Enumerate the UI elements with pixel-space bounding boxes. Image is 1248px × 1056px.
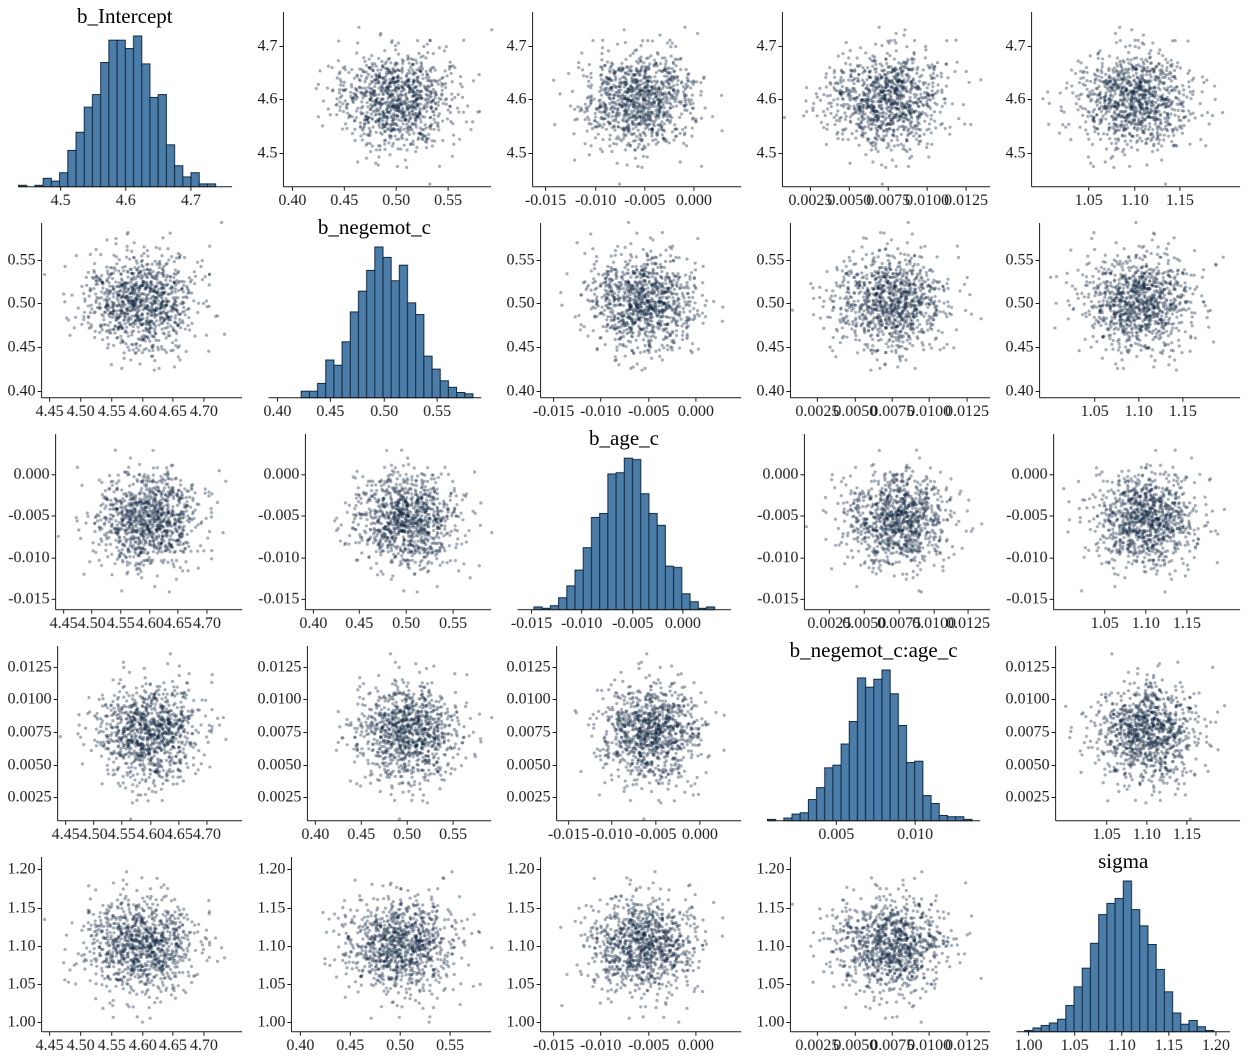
histogram-canvas [998,844,1248,1056]
scatter-canvas [748,211,999,423]
panel-title-b-negemot-c: b_negemot_c [317,215,431,240]
scatter-canvas [0,633,250,845]
diagonal-histogram-panel-b-negemot-c: b_negemot_c [249,211,500,423]
histogram-canvas [499,422,749,634]
diagonal-histogram-panel-b-intercept: b_Intercept [0,0,250,212]
scatter-panel-b-age-c-vs-b-negemot-c-age-c [748,422,999,634]
scatter-panel-b-negemot-c-vs-b-intercept [0,211,250,423]
scatter-panel-b-negemot-c-age-c-vs-b-intercept [0,633,250,845]
scatter-panel-b-intercept-vs-b-negemot-c-age-c [748,0,999,212]
histogram-canvas [0,0,250,212]
scatter-canvas [249,844,500,1056]
scatter-canvas [998,422,1248,634]
scatter-panel-sigma-vs-b-intercept [0,844,250,1056]
diagonal-histogram-panel-sigma: sigma [998,844,1248,1056]
scatter-canvas [998,211,1248,423]
scatter-canvas [499,211,749,423]
scatter-panel-b-intercept-vs-sigma [998,0,1248,212]
histogram-canvas [748,633,999,845]
scatter-panel-b-intercept-vs-b-negemot-c [249,0,500,212]
scatter-canvas [249,633,500,845]
panel-title-sigma: sigma [1098,848,1149,873]
scatter-canvas [998,0,1248,212]
scatter-canvas [499,633,749,845]
diagonal-histogram-panel-b-negemot-c-age-c: b_negemot_c:age_c [748,633,999,845]
scatter-panel-b-age-c-vs-sigma [998,422,1248,634]
scatter-canvas [499,844,749,1056]
scatter-canvas [748,422,999,634]
panel-title-b-intercept: b_Intercept [76,4,173,28]
scatter-canvas [249,422,500,634]
scatter-panel-sigma-vs-b-negemot-c [249,844,500,1056]
scatter-canvas [748,0,999,212]
scatter-panel-b-age-c-vs-b-intercept [0,422,250,634]
diagonal-histogram-panel-b-age-c: b_age_c [499,422,749,634]
scatter-canvas [249,0,500,212]
scatter-panel-b-intercept-vs-b-age-c [499,0,749,212]
histogram-canvas [249,211,500,423]
scatter-canvas [998,633,1248,845]
scatter-canvas [0,422,250,634]
scatter-panel-b-negemot-c-age-c-vs-b-negemot-c [249,633,500,845]
scatter-panel-b-negemot-c-age-c-vs-sigma [998,633,1248,845]
scatter-panel-b-negemot-c-vs-b-negemot-c-age-c [748,211,999,423]
scatter-canvas [499,0,749,212]
scatter-panel-sigma-vs-b-age-c [499,844,749,1056]
scatter-canvas [0,211,250,423]
scatter-panel-sigma-vs-b-negemot-c-age-c [748,844,999,1056]
scatter-canvas [748,844,999,1056]
scatter-panel-b-negemot-c-vs-b-age-c [499,211,749,423]
scatter-panel-b-negemot-c-vs-sigma [998,211,1248,423]
scatter-panel-b-negemot-c-age-c-vs-b-age-c [499,633,749,845]
panel-title-b-age-c: b_age_c [589,426,659,451]
scatter-canvas [0,844,250,1056]
scatter-panel-b-age-c-vs-b-negemot-c [249,422,500,634]
panel-title-b-negemot-c-age-c: b_negemot_c:age_c [789,637,958,662]
